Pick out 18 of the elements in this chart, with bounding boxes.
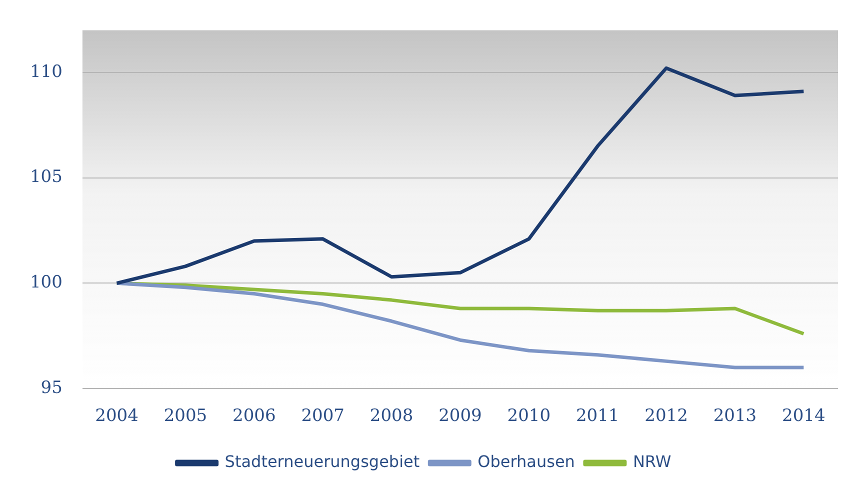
- x-tick-label: 2004: [95, 406, 138, 426]
- y-tick-label: 100: [30, 272, 62, 293]
- x-tick-label: 2010: [507, 406, 551, 426]
- x-tick-label: 2008: [370, 406, 414, 426]
- legend-label: NRW: [632, 452, 672, 472]
- x-tick-label: 2012: [644, 406, 688, 426]
- legend-label: Stadterneuerungsgebiet: [224, 452, 420, 472]
- x-tick-label: 2005: [164, 406, 208, 426]
- x-tick-label: 2014: [782, 406, 826, 426]
- legend-label: Oberhausen: [478, 452, 575, 472]
- x-tick-label: 2013: [713, 406, 757, 426]
- y-tick-label: 105: [30, 167, 62, 188]
- y-tick-label: 95: [40, 378, 62, 398]
- x-tick-label: 2007: [301, 406, 344, 426]
- x-tick-label: 2009: [438, 406, 482, 426]
- x-tick-label: 2011: [576, 406, 620, 426]
- x-tick-label: 2006: [232, 406, 276, 426]
- y-tick-label: 110: [30, 62, 62, 82]
